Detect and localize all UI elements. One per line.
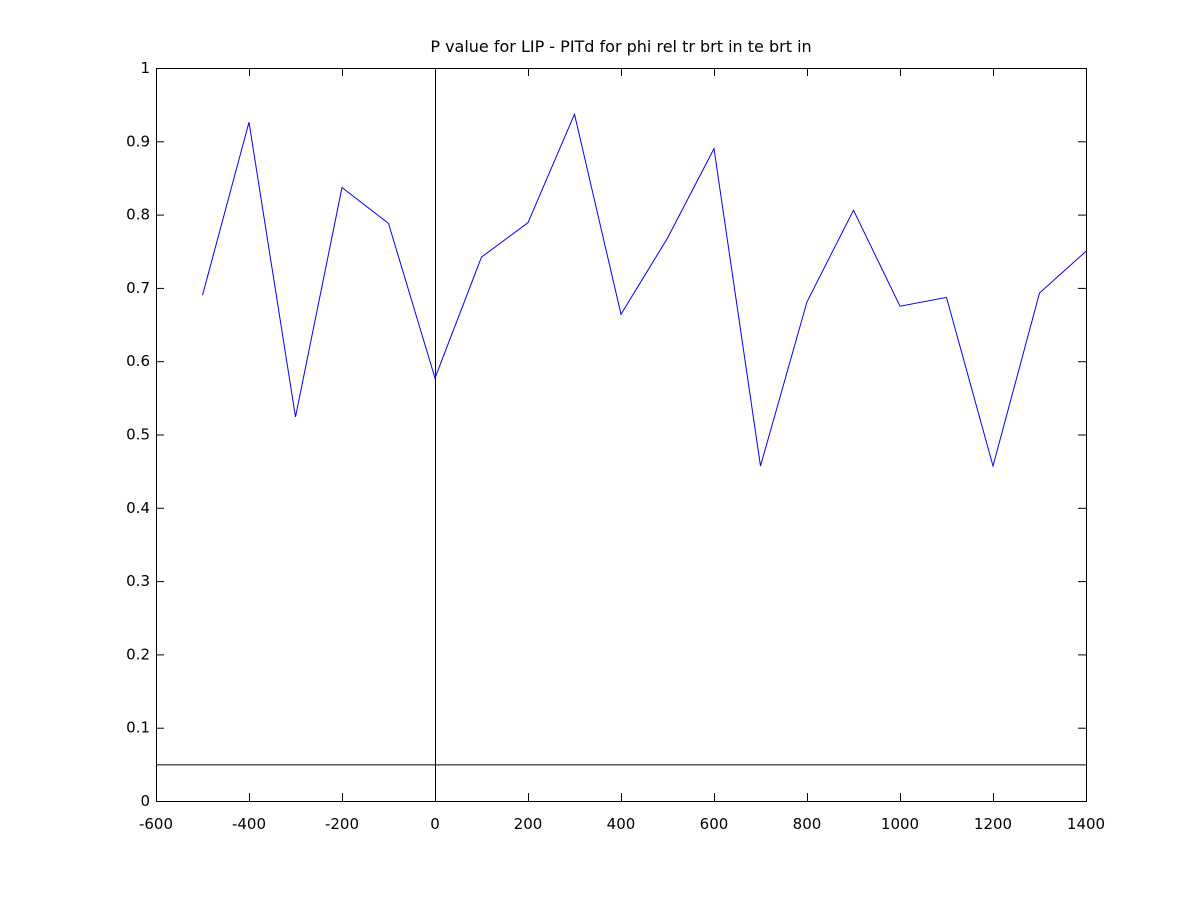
x-tick-label: 1000: [881, 815, 919, 833]
y-tick-label: 0.9: [126, 132, 150, 150]
series-line: [202, 112, 1087, 468]
y-tick-label: 0.2: [126, 645, 150, 663]
x-tick-label: -600: [139, 815, 173, 833]
reference-lines: [156, 68, 1086, 801]
x-tick-label: 400: [607, 815, 636, 833]
x-tick-label: 600: [700, 815, 729, 833]
x-tick-label: -400: [232, 815, 266, 833]
y-tick-label: 0.8: [126, 206, 150, 224]
series-layer: [202, 112, 1087, 468]
x-tick-label: 200: [514, 815, 543, 833]
y-tick-label: 0.3: [126, 572, 150, 590]
y-tick-label: 0: [140, 792, 150, 810]
y-tick-label: 1: [140, 59, 150, 77]
x-axis: -600 -400 -200 0 200 400 600 800 1000 1200 1400: [139, 68, 1105, 833]
x-tick-label: 0: [430, 815, 440, 833]
y-axis: 0 0.1 0.2 0.3 0.4 0.5 0.6 0.7 0.8 0.9 1: [126, 59, 1086, 810]
plot-area: -600 -400 -200 0 200 400 600 800 1000 1200 1400 00…: [126, 59, 1105, 833]
y-tick-label: 0.6: [126, 352, 150, 370]
chart-title: P value for LIP - PITd for phi rel tr br…: [430, 37, 811, 56]
y-tick-label: 0.5: [126, 426, 150, 444]
y-tick-label: 0.7: [126, 279, 150, 297]
x-tick-label: 800: [793, 815, 822, 833]
x-tick-label: 1400: [1067, 815, 1105, 833]
y-tick-label: 0.1: [126, 719, 150, 737]
y-tick-label: 0.4: [126, 499, 150, 517]
x-tick-label: 1200: [974, 815, 1012, 833]
x-tick-label: -200: [325, 815, 359, 833]
